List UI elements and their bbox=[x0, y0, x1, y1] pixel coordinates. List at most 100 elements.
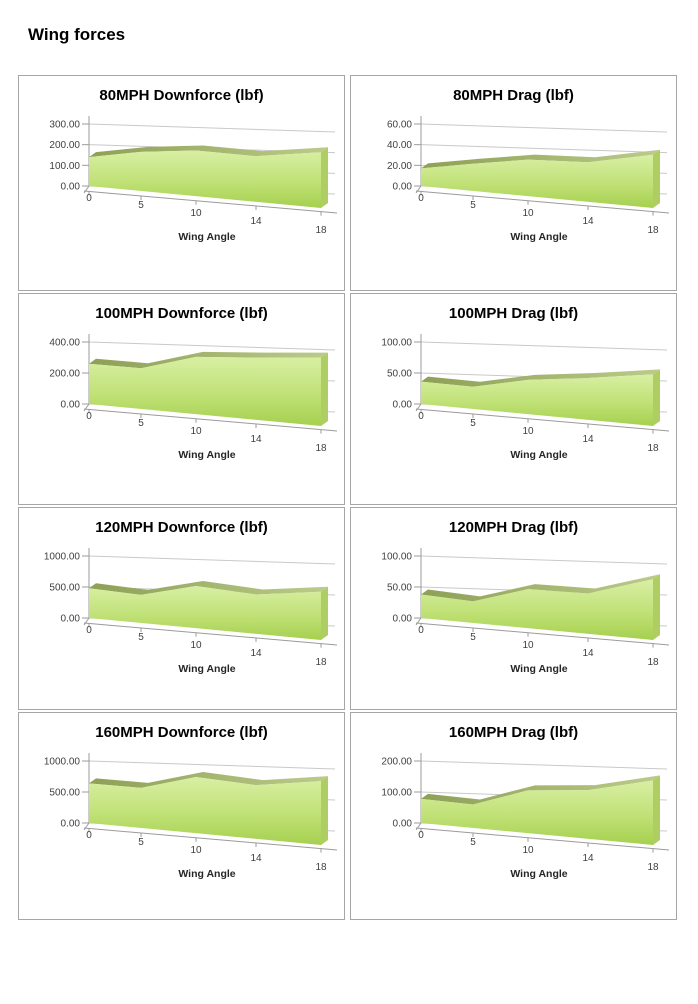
x-tick-label: 18 bbox=[647, 225, 659, 236]
area-top-surface bbox=[421, 149, 660, 169]
x-tick-label: 18 bbox=[647, 862, 659, 873]
x-axis-title: Wing Angle bbox=[510, 449, 567, 461]
chart-title: 120MPH Drag (lbf) bbox=[448, 519, 579, 536]
x-tick-label: 14 bbox=[250, 853, 262, 864]
axis-corner bbox=[415, 617, 422, 626]
y-tick-label: 500.00 bbox=[49, 788, 80, 799]
area-end-cap bbox=[653, 775, 660, 845]
x-tick-label: 5 bbox=[470, 418, 476, 429]
area-series-front bbox=[89, 150, 321, 208]
x-axis-title: Wing Angle bbox=[178, 449, 235, 461]
x-tick-label: 10 bbox=[522, 640, 534, 651]
area-chart-120mph-drag: 0.00 50.00 100.00 0 5 10 14 18 Wing Angle bbox=[381, 548, 670, 675]
chart-title: 100MPH Drag (lbf) bbox=[448, 305, 579, 322]
x-tick-label: 18 bbox=[315, 225, 327, 236]
y-tick-label: 0.00 bbox=[393, 819, 413, 830]
gridline bbox=[420, 760, 668, 770]
y-tick-label: 0.00 bbox=[393, 400, 413, 411]
x-tick-label: 5 bbox=[470, 632, 476, 643]
area-end-cap bbox=[321, 147, 328, 208]
x-tick-label: 5 bbox=[138, 837, 144, 848]
y-tick-label: 0.00 bbox=[393, 182, 413, 193]
category-axis bbox=[415, 408, 670, 432]
gridline bbox=[88, 341, 336, 351]
x-tick-label: 0 bbox=[86, 193, 92, 204]
area-chart-80mph-drag: 0.00 20.00 40.00 60.00 0 5 10 14 18 Wing Angle bbox=[387, 116, 670, 243]
category-axis bbox=[83, 827, 338, 851]
area-top-surface bbox=[421, 775, 660, 805]
y-tick-label: 20.00 bbox=[387, 161, 412, 172]
chart-cell-100mph-downforce: 100MPH Downforce (lbf) 0.00 200.00 400.00 0… bbox=[18, 293, 345, 505]
x-tick-label: 14 bbox=[582, 216, 594, 227]
x-tick-label: 14 bbox=[250, 434, 262, 445]
x-tick-label: 18 bbox=[315, 443, 327, 454]
gridline bbox=[88, 123, 336, 133]
x-tick-label: 18 bbox=[647, 657, 659, 668]
x-tick-label: 0 bbox=[418, 193, 424, 204]
axis-corner bbox=[415, 822, 422, 831]
area-top-surface bbox=[89, 581, 328, 595]
y-tick-label: 500.00 bbox=[49, 583, 80, 594]
area-top-surface bbox=[421, 574, 660, 602]
y-tick-label: 0.00 bbox=[61, 819, 81, 830]
x-tick-label: 10 bbox=[522, 426, 534, 437]
gridline bbox=[420, 555, 668, 565]
gridline bbox=[88, 760, 336, 770]
x-tick-label: 10 bbox=[522, 208, 534, 219]
category-axis bbox=[83, 622, 338, 646]
area-series-front bbox=[89, 777, 321, 845]
y-tick-label: 200.00 bbox=[381, 757, 412, 768]
y-tick-label: 50.00 bbox=[387, 369, 412, 380]
area-series-front bbox=[421, 780, 653, 845]
category-axis bbox=[415, 190, 670, 214]
chart-cell-100mph-drag: 100MPH Drag (lbf) 0.00 50.00 100.00 0 5 10 14 1… bbox=[350, 293, 677, 505]
area-end-cap bbox=[321, 586, 328, 640]
area-end-cap bbox=[653, 574, 660, 640]
area-chart-160mph-drag: 0.00 100.00 200.00 0 5 10 14 18 Wing Angle bbox=[381, 753, 670, 880]
y-tick-label: 200.00 bbox=[49, 140, 80, 151]
x-axis-title: Wing Angle bbox=[510, 231, 567, 243]
chart-title: 80MPH Downforce (lbf) bbox=[99, 87, 264, 104]
x-tick-label: 10 bbox=[522, 845, 534, 856]
x-tick-label: 10 bbox=[190, 426, 202, 437]
y-tick-label: 60.00 bbox=[387, 120, 412, 131]
area-series-front bbox=[89, 586, 321, 640]
chart-cell-80mph-drag: 80MPH Drag (lbf) 0.00 20.00 40.00 60.00 0 5 10… bbox=[350, 75, 677, 291]
x-tick-label: 0 bbox=[86, 625, 92, 636]
chart-cell-120mph-drag: 120MPH Drag (lbf) 0.00 50.00 100.00 0 5 10 14 1… bbox=[350, 507, 677, 710]
area-end-cap bbox=[321, 776, 328, 845]
y-tick-label: 40.00 bbox=[387, 140, 412, 151]
x-tick-label: 0 bbox=[86, 830, 92, 841]
area-top-surface bbox=[89, 351, 328, 369]
gridline bbox=[88, 555, 336, 565]
gridline bbox=[420, 144, 668, 154]
chart-cell-160mph-drag: 160MPH Drag (lbf) 0.00 100.00 200.00 0 5 10 14… bbox=[350, 712, 677, 920]
area-series-front bbox=[421, 579, 653, 640]
category-axis bbox=[415, 622, 670, 646]
y-tick-label: 0.00 bbox=[61, 182, 81, 193]
x-axis-title: Wing Angle bbox=[178, 868, 235, 880]
x-axis-title: Wing Angle bbox=[510, 868, 567, 880]
x-tick-label: 0 bbox=[86, 411, 92, 422]
area-series-front bbox=[421, 374, 653, 426]
axis-corner bbox=[83, 185, 90, 194]
axis-corner bbox=[83, 617, 90, 626]
y-tick-label: 100.00 bbox=[381, 338, 412, 349]
y-tick-label: 0.00 bbox=[61, 614, 81, 625]
y-tick-label: 400.00 bbox=[49, 338, 80, 349]
y-tick-label: 0.00 bbox=[393, 614, 413, 625]
y-tick-label: 300.00 bbox=[49, 120, 80, 131]
area-end-cap bbox=[653, 149, 660, 208]
x-tick-label: 14 bbox=[250, 216, 262, 227]
x-tick-label: 10 bbox=[190, 208, 202, 219]
y-tick-label: 200.00 bbox=[49, 369, 80, 380]
x-tick-label: 0 bbox=[418, 830, 424, 841]
gridline bbox=[420, 123, 668, 133]
area-top-surface bbox=[89, 772, 328, 788]
area-chart-160mph-downforce: 0.00 500.00 1000.00 0 5 10 14 18 Wing Angle bbox=[44, 753, 338, 880]
y-tick-label: 1000.00 bbox=[44, 552, 81, 563]
page-title: Wing forces bbox=[28, 25, 126, 44]
area-series-front bbox=[421, 154, 653, 208]
chart-title: 160MPH Drag (lbf) bbox=[448, 724, 579, 741]
area-series-front bbox=[89, 356, 321, 426]
